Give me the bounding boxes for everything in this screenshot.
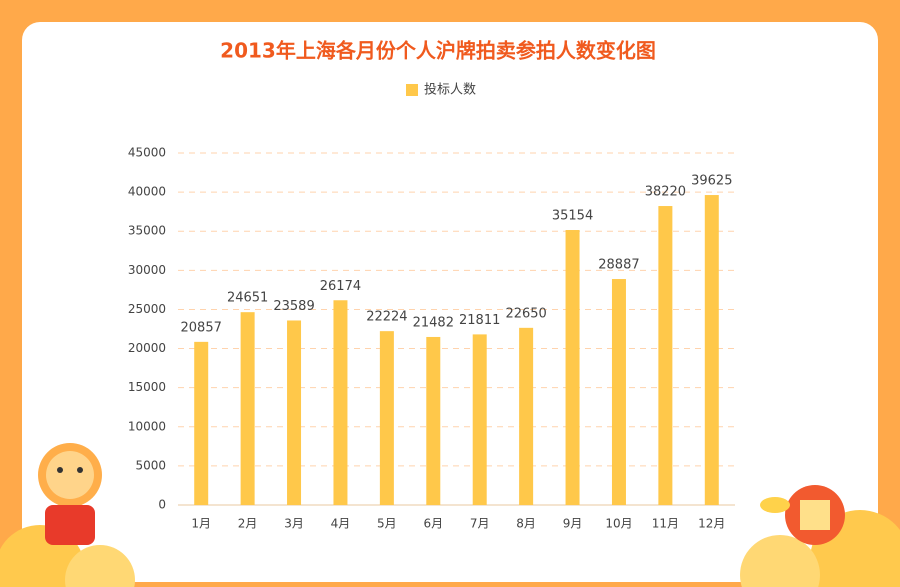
x-tick-label: 5月 [377,517,397,531]
x-tick-label: 12月 [698,517,725,531]
bar [333,300,348,505]
y-tick-label: 45000 [128,146,166,160]
chart-title: 2013年上海各月份个人沪牌拍卖参拍人数变化图 [220,39,656,63]
value-label: 28887 [598,258,639,273]
decoration-left [0,443,135,587]
x-tick-label: 2月 [238,517,258,531]
y-tick-label: 10000 [128,419,166,433]
bar [426,336,441,505]
value-label: 24651 [227,291,268,306]
x-tick-label: 7月 [470,517,490,531]
x-tick-label: 11月 [652,517,679,531]
bar [194,341,209,505]
y-tick-label: 25000 [128,302,166,316]
x-tick-label: 10月 [605,517,632,531]
bar [565,230,580,506]
value-label: 21811 [459,313,500,328]
value-label: 22650 [505,306,546,321]
bar [240,312,255,505]
y-tick-label: 0 [158,498,166,512]
bar [658,206,673,505]
bar [379,331,394,505]
bar [519,327,534,505]
y-tick-label: 30000 [128,263,166,277]
value-label: 39625 [691,174,732,189]
value-label: 38220 [645,185,686,200]
y-tick-label: 20000 [128,341,166,355]
value-label: 20857 [181,320,222,335]
y-tick-label: 40000 [128,185,166,199]
x-tick-label: 3月 [284,517,304,531]
value-label: 26174 [320,279,361,294]
x-tick-label: 1月 [191,517,211,531]
bar [611,279,626,505]
bar [287,320,302,505]
x-tick-label: 4月 [331,517,351,531]
legend-label: 投标人数 [424,82,476,98]
value-label: 35154 [552,209,593,224]
y-tick-label: 5000 [135,458,166,472]
decoration-right [740,485,900,587]
bar [704,195,719,506]
x-tick-label: 9月 [563,517,583,531]
y-tick-label: 15000 [128,380,166,394]
y-tick-label: 35000 [128,224,166,238]
value-label: 23589 [273,299,314,314]
x-tick-label: 6月 [423,517,443,531]
legend-swatch [406,84,418,96]
value-label: 21482 [413,315,454,330]
x-tick-label: 8月 [516,517,536,531]
bar [472,334,487,505]
value-label: 22224 [366,310,407,325]
